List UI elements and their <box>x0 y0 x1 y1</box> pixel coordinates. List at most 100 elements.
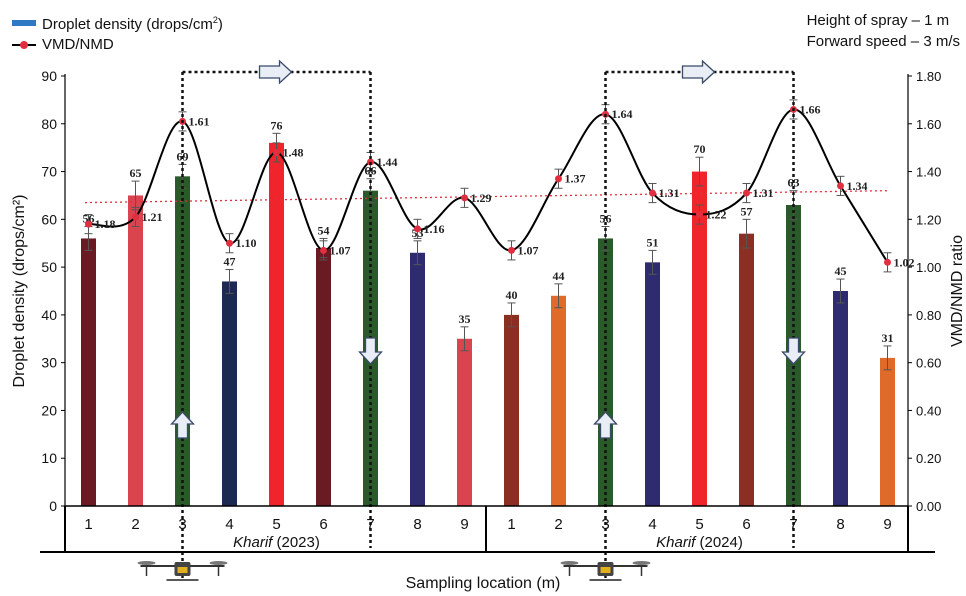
vmd-point-18 <box>884 258 891 266</box>
y-tick-label-right: 1.60 <box>916 117 941 132</box>
bar-value-label-13: 51 <box>647 235 659 249</box>
vmd-point-4 <box>226 239 233 247</box>
error-bar-13 <box>648 249 657 275</box>
drone-icon-2 <box>560 561 651 581</box>
y-tick-label-left: 90 <box>41 68 57 84</box>
y-tick-label-left: 80 <box>41 116 57 132</box>
y-axis-title-left: Droplet density (drops/cm²) <box>11 195 28 388</box>
drone-icon-1 <box>137 561 228 581</box>
arrow-down-icon-1 <box>358 337 383 365</box>
vmd-point-15 <box>743 189 750 197</box>
x-axis-title: Sampling location (m) <box>406 575 561 592</box>
vmd-value-label-8: 1.16 <box>424 222 445 236</box>
x-tick-label-14: 5 <box>695 516 703 533</box>
axes-group: 0 10 20 30 40 50 60 70 80 90 0.00 0.20 0.40 0.60 0.80 1… <box>11 68 966 592</box>
x-tick-label-8: 8 <box>413 516 421 533</box>
vmd-point-11 <box>555 175 562 183</box>
y-tick-label-right: 0.40 <box>916 403 941 418</box>
vmd-point-14 <box>696 211 703 219</box>
error-bar-9 <box>460 326 469 352</box>
line-series-group <box>84 99 892 273</box>
vmd-point-17 <box>837 182 844 190</box>
vmd-value-label-17: 1.34 <box>847 179 868 193</box>
x-tick-label-2: 2 <box>131 516 139 533</box>
vmd-value-label-7: 1.44 <box>377 155 398 169</box>
legend-item-vmd-nmd: VMD/NMD <box>12 35 223 55</box>
vmd-value-label-5: 1.48 <box>283 145 304 159</box>
x-tick-label-3: 3 <box>178 516 186 533</box>
vmd-value-label-11: 1.37 <box>565 172 586 186</box>
bar-8 <box>410 252 425 506</box>
vmd-value-label-14: 1.22 <box>706 208 727 222</box>
bar-value-label-10: 40 <box>506 288 518 302</box>
bar-5 <box>269 142 284 506</box>
vmd-point-9 <box>461 194 468 202</box>
vmd-point-2 <box>132 213 139 221</box>
error-bar-11 <box>554 283 563 309</box>
drones-group <box>137 561 651 581</box>
legend-item-droplet-density: Droplet density (drops/cm2) <box>12 10 223 35</box>
line-labels-group: 1.18 1.21 1.61 1.10 1.48 1.07 1.44 1.16 1.29 1.07… <box>95 102 915 269</box>
bar-value-label-6: 54 <box>318 223 330 237</box>
arrow-down-icon-2 <box>781 337 806 365</box>
legend-label-text: Droplet density (drops/cm <box>42 16 213 33</box>
bar-9 <box>457 338 472 506</box>
vmd-value-label-18: 1.02 <box>894 255 915 269</box>
x-tick-label-7: 7 <box>366 516 374 533</box>
y-tick-label-left: 20 <box>41 402 57 418</box>
y-tick-label-left: 10 <box>41 450 57 466</box>
bar-13 <box>645 262 660 506</box>
error-bar-18 <box>883 345 892 371</box>
vmd-point-13 <box>649 189 656 197</box>
x-tick-label-6: 6 <box>319 516 327 533</box>
vmd-value-label-4: 1.10 <box>236 236 257 250</box>
y-axis-title-right: VMD/NMD ratio <box>949 235 966 347</box>
vmd-value-label-6: 1.07 <box>330 243 351 257</box>
vmd-value-label-13: 1.31 <box>659 186 680 200</box>
arrow-up-icon-2 <box>593 411 618 439</box>
drone-tank <box>177 567 188 573</box>
legend-label-vmd-nmd: VMD/NMD <box>42 36 114 53</box>
bar-value-label-15: 57 <box>741 204 753 218</box>
drone-rotor <box>632 561 651 565</box>
x-tick-label-11: 2 <box>554 516 562 533</box>
y-tick-label-right: 0.60 <box>916 356 941 371</box>
y-tick-label-left: 50 <box>41 259 57 275</box>
x-tick-label-4: 4 <box>225 516 233 533</box>
bar-2 <box>128 195 143 506</box>
vmd-value-label-12: 1.64 <box>612 107 633 121</box>
vmd-value-label-16: 1.66 <box>800 102 821 116</box>
y-tick-label-right: 1.80 <box>916 69 941 84</box>
vmd-value-label-15: 1.31 <box>753 186 774 200</box>
x-tick-label-13: 4 <box>648 516 656 533</box>
error-bars-group <box>84 132 892 371</box>
bar-value-label-17: 45 <box>835 264 847 278</box>
y-tick-label-right: 0.20 <box>916 451 941 466</box>
vmd-point-6 <box>320 246 327 254</box>
error-bar-17 <box>836 278 845 304</box>
speed-note: Forward speed – 3 m/s <box>806 33 960 50</box>
legend: Droplet density (drops/cm2) VMD/NMD <box>12 10 223 55</box>
x-tick-label-16: 7 <box>789 516 797 533</box>
bar-14 <box>692 171 707 507</box>
bar-18 <box>880 357 895 506</box>
error-bar-8 <box>413 240 422 266</box>
legend-label-droplet-density: Droplet density (drops/cm2) <box>42 10 223 35</box>
bar-10 <box>504 314 519 506</box>
bar-11 <box>551 295 566 506</box>
y-tick-label-left: 30 <box>41 355 57 371</box>
y-tick-label-left: 70 <box>41 164 57 180</box>
x-tick-label-5: 5 <box>272 516 280 533</box>
bar-value-label-14: 70 <box>694 142 706 156</box>
bar-1 <box>81 238 96 506</box>
bar-value-label-2: 65 <box>130 166 142 180</box>
x-tick-label-18: 9 <box>883 516 891 533</box>
arrow-right-icon-1 <box>258 59 293 85</box>
group-label-1: Kharif (2023) <box>233 534 320 551</box>
spray-path-group <box>170 59 806 578</box>
vmd-point-5 <box>273 148 280 156</box>
vmd-value-label-9: 1.29 <box>471 191 492 205</box>
arrow-up-icon-1 <box>170 411 195 439</box>
bar-value-label-11: 44 <box>553 269 565 283</box>
